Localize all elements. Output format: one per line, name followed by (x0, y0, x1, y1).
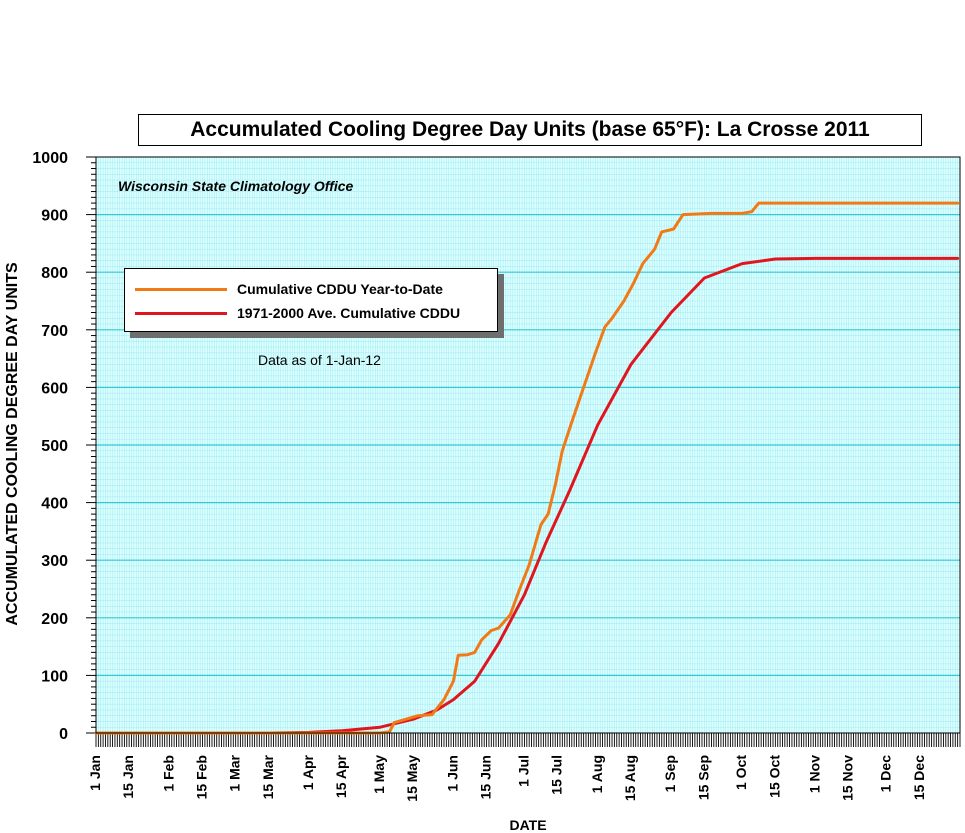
y-tick-label: 500 (41, 438, 68, 455)
legend-label-average: 1971-2000 Ave. Cumulative CDDU (237, 305, 461, 321)
x-tick-label: 15 Jan (120, 755, 136, 799)
legend-label-ytd: Cumulative CDDU Year-to-Date (237, 281, 443, 297)
x-axis-label: DATE (509, 817, 547, 833)
x-tick-label: 15 Mar (260, 754, 276, 799)
x-tick-label: 1 Apr (300, 754, 316, 790)
x-tick-label: 1 Sep (662, 755, 678, 792)
legend: Cumulative CDDU Year-to-Date 1971-2000 A… (124, 268, 498, 332)
x-tick-label: 15 Nov (840, 755, 856, 801)
x-tick-label: 1 Jan (87, 755, 103, 791)
y-axis-tick-labels: 0 100 200 300 400 500 600 700 800 900 1000 (32, 150, 68, 743)
legend-item-average: 1971-2000 Ave. Cumulative CDDU (135, 303, 460, 323)
chart-title: Accumulated Cooling Degree Day Units (ba… (138, 114, 922, 146)
x-tick-label: 1 Feb (160, 755, 176, 792)
y-tick-label: 400 (41, 496, 68, 513)
y-tick-label: 700 (41, 323, 68, 340)
y-tick-label: 800 (41, 265, 68, 282)
x-tick-label: 1 Oct (733, 755, 749, 790)
y-tick-label: 100 (41, 668, 68, 685)
legend-item-ytd: Cumulative CDDU Year-to-Date (135, 279, 443, 299)
x-tick-label: 15 Apr (333, 754, 349, 798)
legend-swatch-average (135, 311, 227, 315)
x-tick-label: 1 Nov (807, 755, 823, 793)
x-tick-label: 1 May (371, 755, 387, 794)
x-tick-label: 15 Aug (622, 755, 638, 801)
y-tick-label: 200 (41, 611, 68, 628)
y-tick-label: 0 (59, 726, 68, 743)
x-tick-label: 15 Feb (194, 755, 210, 799)
series-line (94, 201, 960, 735)
y-axis-label: ACCUMULATED COOLING DEGREE DAY UNITS (4, 262, 21, 626)
credit-text: Wisconsin State Climatology Office (118, 178, 354, 194)
x-tick-label: 15 Dec (911, 755, 927, 800)
y-tick-label: 1000 (32, 150, 68, 167)
x-tick-label: 1 Aug (589, 755, 605, 793)
legend-swatch-ytd (135, 287, 227, 291)
x-tick-label: 15 Oct (766, 755, 782, 798)
x-tick-label: 1 Dec (878, 755, 894, 793)
x-tick-label: 1 Mar (227, 754, 243, 791)
x-tick-label: 1 Jun (444, 755, 460, 792)
x-axis-tick-labels: 1 Jan 15 Jan 1 Feb 15 Feb 1 Mar 15 Mar 1 Apr 15… (87, 754, 927, 801)
x-tick-label: 15 Jul (549, 755, 565, 795)
x-tick-label: 15 May (404, 755, 420, 802)
y-tick-label: 600 (41, 380, 68, 397)
x-tick-label: 15 Sep (695, 755, 711, 800)
x-tick-label: 1 Jul (515, 755, 531, 787)
plot-border (95, 156, 961, 734)
y-tick-label: 900 (41, 208, 68, 225)
y-tick-label: 300 (41, 553, 68, 570)
series-lines (94, 201, 960, 735)
y-axis-ticks (86, 156, 96, 734)
x-tick-label: 15 Jun (478, 755, 494, 799)
series-line (94, 256, 960, 735)
data-date-note: Data as of 1-Jan-12 (258, 352, 381, 368)
x-day-ticks (95, 733, 961, 747)
